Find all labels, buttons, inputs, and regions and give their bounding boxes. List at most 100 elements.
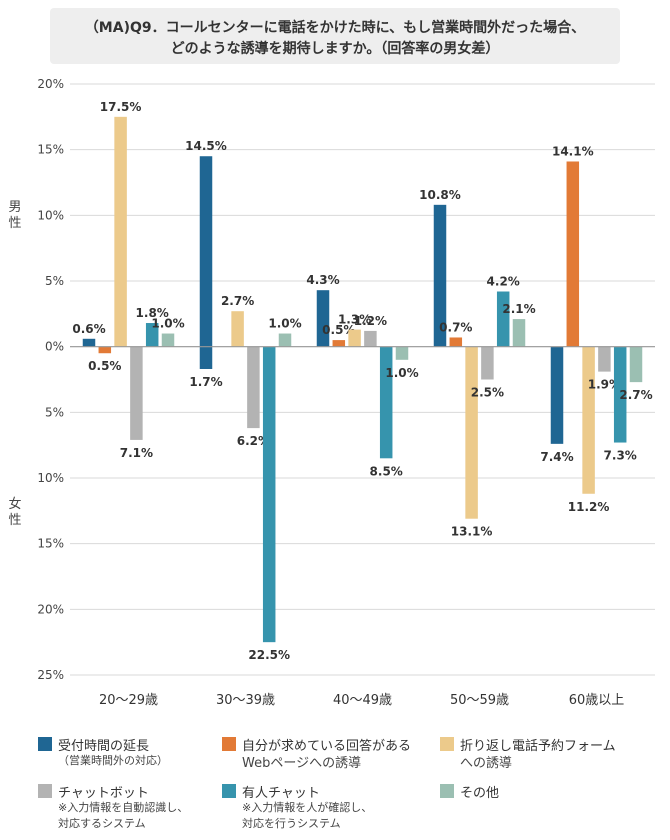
data-label: 1.0% [151,317,184,331]
data-label: 0.5% [88,359,121,373]
data-label: 2.5% [471,386,504,400]
data-label: 1.2% [354,314,387,328]
legend-swatch [440,784,454,798]
bar-female [98,346,112,354]
legend-swatch [38,784,52,798]
bar-female [629,346,643,383]
chart-plot: 20% 15% 10% 5% 0% 5% 10% 15% 20% 25% 0.6% 0.5% 17.5%… [37,77,655,708]
y-tick-label: 10% [37,208,64,222]
data-label: 0.6% [72,322,105,336]
y-tick-label: 5% [45,405,64,419]
y-tick-label: 15% [37,537,64,551]
bar-male [231,311,244,347]
legend-swatch [440,737,454,751]
legend-sub-label-2: 対応を行うシステム [242,817,341,830]
legend-sub-label: への誘導 [460,756,513,771]
chart-title-box: （MA)Q9．コールセンターに電話をかけた時に、もし営業時間外だった場合、 どの… [50,8,620,64]
y-tick-label: 15% [37,143,64,157]
chart-title-line-2: どのような誘導を期待しますか。（回答率の男女差） [170,41,500,57]
data-label: 4.3% [306,273,339,287]
data-label: 8.5% [370,464,403,478]
bar-female [613,346,627,443]
x-category-label: 40〜49歳 [333,693,392,708]
bar-female [130,346,143,440]
y-tick-label: 5% [45,274,64,288]
data-label: 7.1% [120,446,153,460]
data-label: 2.1% [502,302,535,316]
bar-female [598,346,611,372]
data-label: 2.7% [221,294,254,308]
data-label: 7.4% [540,450,573,464]
bar-female [247,346,260,429]
bar-male [332,340,346,347]
bar-male [496,291,510,347]
data-label: 6.2% [237,434,270,448]
legend-label: その他 [460,786,500,801]
legend-swatch [222,784,236,798]
data-label: 1.9% [588,378,621,392]
data-label: 1.3% [338,313,371,327]
x-category-label: 30〜39歳 [216,693,275,708]
data-label: 4.2% [487,275,520,289]
bar-female [395,346,409,360]
x-category-label: 50〜59歳 [450,693,509,708]
data-label: 11.2% [568,500,610,514]
legend-label: 有人チャット [242,786,320,801]
bar-male [449,337,463,347]
bar-male [348,329,361,347]
legend-sub-label: Webページへの誘導 [242,756,362,771]
legend-label: 自分が求めている回答がある [242,739,412,754]
bar-female [465,346,478,519]
data-label: 1.0% [385,366,418,380]
bar-female [582,346,595,494]
bar-male [566,161,580,347]
legend-swatch [38,737,52,751]
bar-male [316,290,330,347]
bar-male [199,156,213,347]
bar-male [364,330,377,347]
bar-male [161,333,175,347]
bar-female [262,346,276,643]
bar-male [145,323,159,347]
bar-male [114,116,127,347]
legend-sub-label: ※入力情報を自動認識し、 [58,801,189,814]
y-tick-label: 20% [37,602,64,616]
legend-swatch [222,737,236,751]
data-label: 1.7% [189,375,222,389]
legend-sub-label: （営業時間外の対応） [58,754,168,767]
legend-sub-label: ※入力情報を人が確認し、 [242,801,373,814]
bar-male [433,204,447,347]
y-tick-label: 0% [45,340,64,354]
data-label: 2.7% [619,388,652,402]
bar-male [278,333,292,347]
y-tick-label: 10% [37,471,64,485]
data-label: 13.1% [451,525,493,539]
bar-female [379,346,393,459]
legend-sub-label-2: 対応するシステム [58,817,146,830]
bar-female [199,346,213,369]
data-label: 17.5% [100,100,142,114]
bar-male [82,338,96,347]
data-label: 1.0% [268,317,301,331]
data-label: 1.8% [136,306,169,320]
data-label: 14.1% [552,144,594,158]
x-category-label: 60歳以上 [569,693,625,708]
legend-label: チャットボット [58,786,149,801]
data-label: 7.3% [604,449,637,463]
female-side-label: 女性 [8,497,22,528]
y-tick-label: 20% [37,77,64,91]
data-label: 10.8% [419,188,461,202]
male-side-label: 男性 [8,200,22,231]
data-label: 0.7% [439,320,472,334]
chart-title-line-1: （MA)Q9．コールセンターに電話をかけた時に、もし営業時間外だった場合、 [84,20,586,36]
bar-male [512,319,526,347]
bar-female [481,346,494,380]
bar-female [550,346,564,444]
y-tick-label: 25% [37,668,64,682]
legend-label: 受付時間の延長 [58,739,150,754]
legend-label: 折り返し電話予約フォーム [460,739,616,754]
x-category-label: 20〜29歳 [99,693,158,708]
data-label: 14.5% [185,139,227,153]
data-label: 22.5% [248,648,290,662]
data-label: 0.5% [322,323,355,337]
